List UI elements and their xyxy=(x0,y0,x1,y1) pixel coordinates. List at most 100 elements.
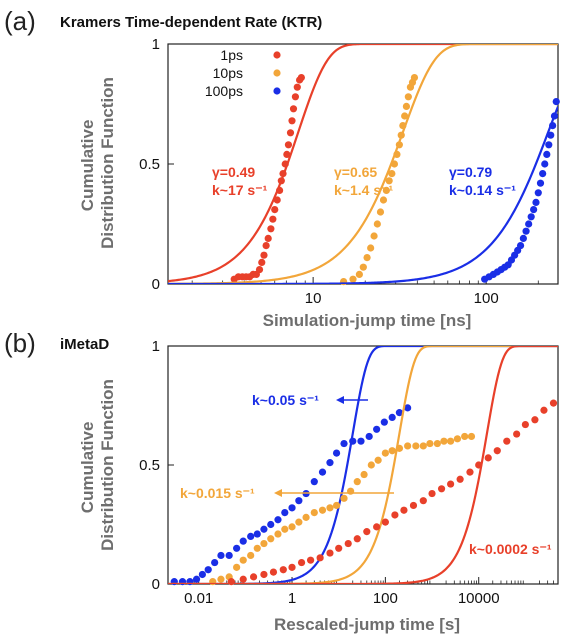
panel-b-series-1-point xyxy=(360,470,368,479)
panel-b-series-2-point xyxy=(288,563,296,571)
panel-b-series-0-point xyxy=(340,439,348,448)
panel-b-series-1-point xyxy=(281,525,289,533)
panel-a-series-100ps-point xyxy=(516,242,525,250)
panel-a-series-10ps-point xyxy=(397,131,405,139)
panel-a-series-1ps-point xyxy=(258,258,266,266)
panel-b-series-0-point xyxy=(204,566,212,574)
panel-a-series-100ps-point xyxy=(536,179,545,187)
panel-b-series-2-point xyxy=(326,549,334,557)
panel-a-series-10ps-point xyxy=(399,122,407,130)
annotation-rate-10ps: k~1.4 s⁻¹ xyxy=(334,182,393,198)
panel-b-series-0-point xyxy=(310,478,318,486)
panel-a-series-1ps-point xyxy=(288,117,296,125)
panel-a-series-10ps-point xyxy=(373,220,381,228)
panel-b-series-1-point xyxy=(239,556,247,564)
panel-b-series-1-point xyxy=(326,504,334,512)
panel-b-annotations: k~0.05 s⁻¹ k~0.015 s⁻¹ k~0.0002 s⁻¹ xyxy=(180,392,552,557)
annotation-gamma-100ps: γ=0.79 xyxy=(449,164,492,180)
panel-b-series-1-point xyxy=(217,575,225,583)
panel-b-series-2-point xyxy=(428,489,436,498)
panel-a-series-1ps-point xyxy=(267,225,275,233)
panel-a-series-10ps-point xyxy=(395,141,403,149)
panel-b-series-2-point xyxy=(503,437,511,445)
panel-a-series-1ps-point xyxy=(293,83,301,91)
panel-b-series-1-point xyxy=(318,506,327,514)
panel-a-series-100ps-point xyxy=(519,234,527,242)
panel-a-series-1ps-point xyxy=(262,242,270,250)
panel-a-series-1ps-point xyxy=(286,129,295,137)
panel-a-legend: 1ps 10ps 100ps xyxy=(205,47,281,99)
panel-a-ylabel-line2: Distribution Function xyxy=(98,77,117,249)
panel-b-series-2-point xyxy=(353,535,361,543)
annotation-rate-1ps: k~17 s⁻¹ xyxy=(212,182,268,198)
panel-a-series-100ps-point xyxy=(525,220,533,228)
panel-a-series-10ps-point xyxy=(402,102,411,110)
panel-b-ytick-label: 1 xyxy=(152,338,160,355)
panel-a-plot: 0 0.5 1 10 100 xyxy=(139,36,560,307)
panel-b-series-0-point xyxy=(388,413,396,421)
panel-b-series-1-point xyxy=(381,449,389,457)
panel-b-series-0-point xyxy=(318,468,327,476)
panel-a-series-10ps-point xyxy=(388,170,396,178)
panel-b-series-2-point xyxy=(316,554,324,562)
panel-a-ylabel-line1: Cumulative xyxy=(78,120,97,212)
panel-b-series-1-point xyxy=(440,437,448,445)
panel-a-series-1ps-point xyxy=(281,160,289,168)
panel-b-series-0-point xyxy=(198,570,206,579)
panel-a-series-1ps-point xyxy=(271,206,279,214)
panel-b-series-1-point xyxy=(374,456,382,464)
panel-b-series-2-point xyxy=(531,416,539,424)
annotation-arrowhead-blue xyxy=(336,396,344,404)
annotation-rate-red: k~0.0002 s⁻¹ xyxy=(469,541,552,557)
panel-b-plot: 0 0.5 1 0.01 1 100 10000 xyxy=(139,338,559,607)
panel-b-series-1-point xyxy=(433,439,441,448)
panel-a-series-1ps-point xyxy=(275,186,284,194)
panel-b-xlabel: Rescaled-jump time [s] xyxy=(274,615,460,634)
panel-b-series-0-point xyxy=(192,575,201,583)
panel-b-series-1-point xyxy=(310,508,318,517)
panel-a: (a) Kramers Time-dependent Rate (KTR) Cu… xyxy=(4,6,560,330)
panel-b-series-1-point xyxy=(426,439,434,448)
panel-b-series-2-point xyxy=(249,573,258,581)
panel-a-series-1ps-point xyxy=(273,196,281,204)
annotation-rate-100ps: k~0.14 s⁻¹ xyxy=(449,182,516,198)
panel-b-series-0-point xyxy=(365,432,373,441)
panel-b-series-2-point xyxy=(381,518,389,526)
panel-b-ytick-label: 0.5 xyxy=(139,457,160,474)
panel-b-series-0-point xyxy=(373,425,381,433)
panel-a-title: Kramers Time-dependent Rate (KTR) xyxy=(60,14,322,31)
panel-b-series-0-point xyxy=(288,504,296,512)
panel-a-series-100ps-point xyxy=(522,227,530,235)
panel-a-series-10ps-point xyxy=(363,254,371,262)
panel-a-series-100ps-point xyxy=(539,170,547,178)
panel-b-series-2-point xyxy=(513,430,521,438)
panel-a-series-10ps-point xyxy=(370,232,378,240)
panel-b-series-2-point xyxy=(493,447,501,455)
panel-a-series-100ps-point xyxy=(543,150,551,158)
annotation-gamma-1ps: γ=0.49 xyxy=(212,164,255,180)
panel-b-series-2-point xyxy=(409,501,418,510)
panel-b-series-2-point xyxy=(363,528,371,536)
panel-a-series-1ps-fit-curve xyxy=(168,44,558,283)
panel-a-series-10ps-point xyxy=(404,93,412,101)
legend-label-10ps: 10ps xyxy=(213,65,243,81)
annotation-rate-blue: k~0.05 s⁻¹ xyxy=(252,392,319,408)
panel-a-ytick-label: 1 xyxy=(152,36,160,53)
panel-b-series-1-point xyxy=(274,530,282,538)
panel-b-series-2-point xyxy=(391,511,399,519)
panel-a-series-100ps-point xyxy=(547,131,555,139)
panel-b-series-2-point xyxy=(456,475,464,483)
panel-a-series-10ps-point xyxy=(393,150,401,158)
panel-b-series-1-point xyxy=(332,501,341,510)
panel-b-series-2-point xyxy=(419,497,427,505)
legend-marker-10ps xyxy=(273,69,281,77)
panel-a-series-10ps-point xyxy=(359,263,367,271)
panel-b-series-2-point xyxy=(279,566,287,574)
panel-b-series-2-point xyxy=(549,399,558,407)
panel-b-series-1-point xyxy=(253,544,261,552)
panel-b-series-1-point xyxy=(404,442,412,450)
panel-b-letter: (b) xyxy=(4,328,36,358)
panel-a-series-100ps-point xyxy=(532,198,540,206)
panel-b-series-0-point xyxy=(326,459,334,467)
panel-a-series-100ps-point xyxy=(527,213,535,221)
